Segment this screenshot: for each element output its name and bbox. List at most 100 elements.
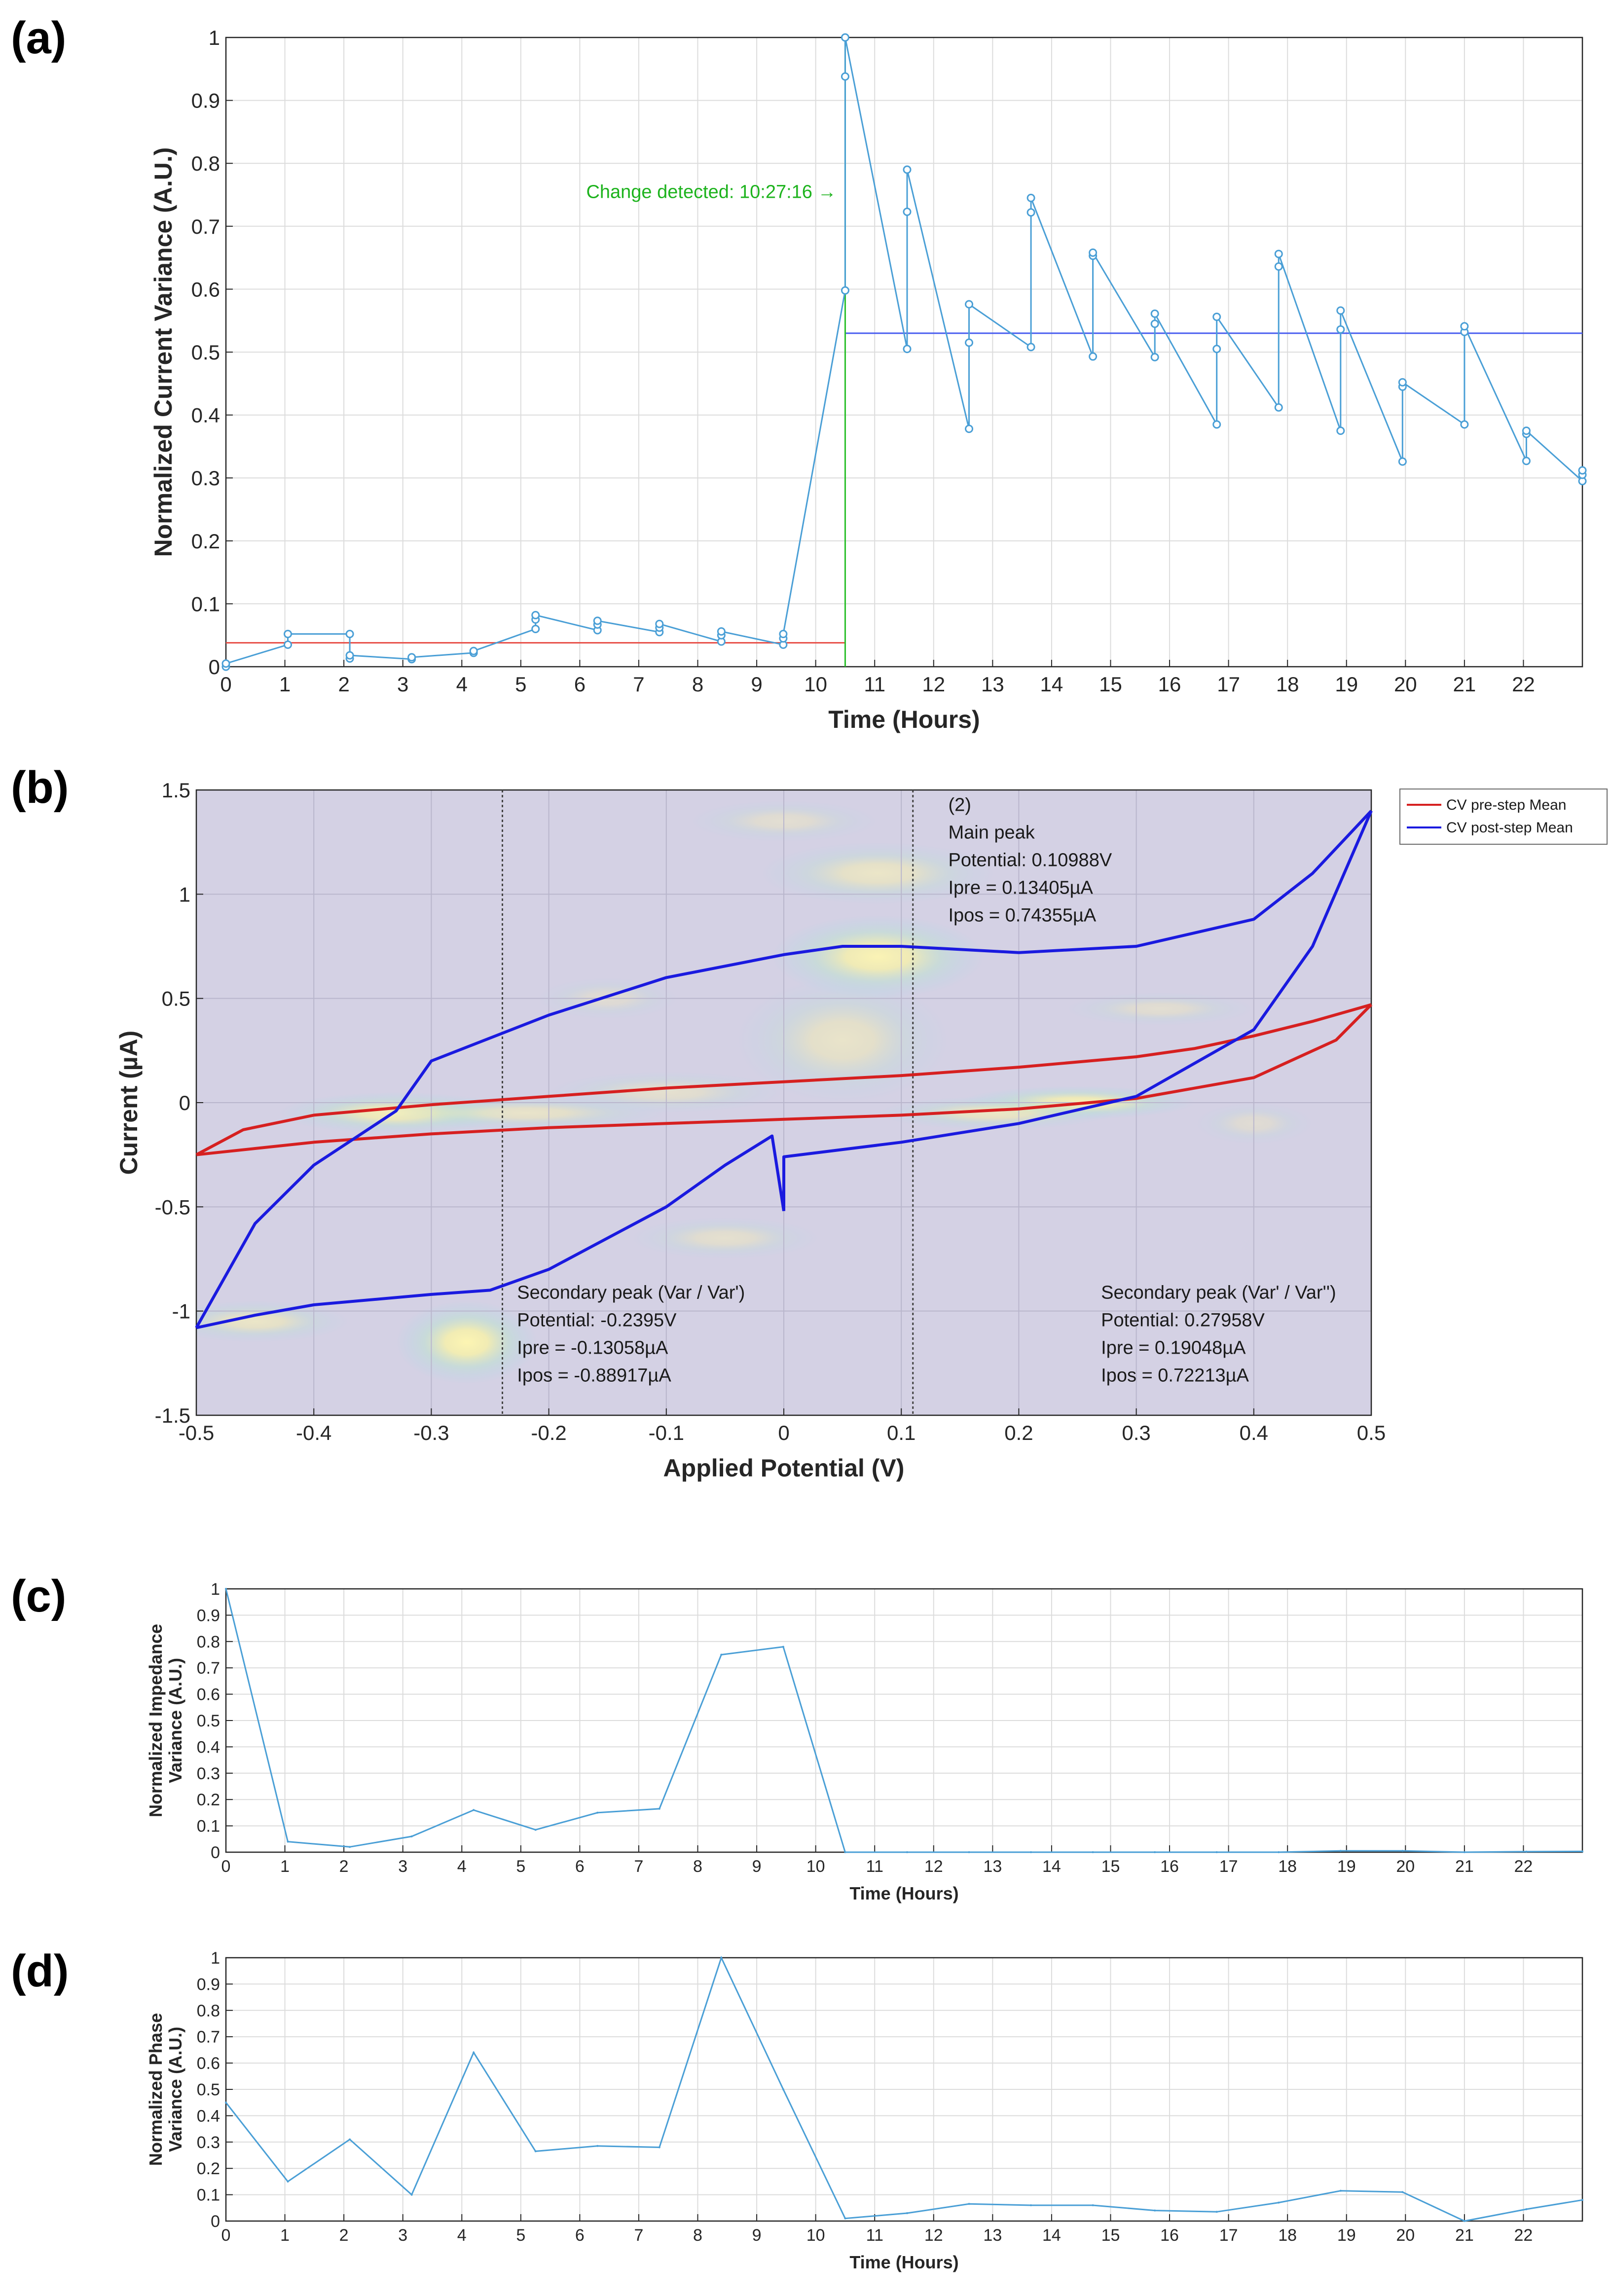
grid [225, 1957, 1582, 2222]
x-tick-label: 10 [804, 673, 827, 696]
y-tick-label: 0.1 [197, 1817, 220, 1836]
data-point [1154, 1851, 1156, 1853]
y-axis-label-line: Normalized Impedance [146, 1624, 166, 1817]
x-tick-label: 22 [1514, 2226, 1533, 2245]
cv-curve [782, 810, 1373, 1211]
y-tick-label: 0.7 [197, 2028, 220, 2046]
y-tick-label: 1 [211, 1580, 220, 1599]
x-tick-label: 2 [338, 673, 349, 696]
data-point [1030, 1851, 1032, 1853]
x-tick-label: 10 [806, 2226, 825, 2245]
data-point [1026, 193, 1035, 202]
data-point [1212, 313, 1221, 322]
data-point [287, 2180, 289, 2183]
x-tick-label: 0 [221, 2226, 231, 2245]
data-point [779, 630, 788, 639]
peak-annotation-line: (2) [948, 794, 971, 815]
heatmap-blob [1065, 992, 1254, 1026]
x-tick-label: 1 [280, 2226, 290, 2245]
y-tick-label: 0.9 [197, 1606, 220, 1625]
data-point [287, 1840, 289, 1843]
cv-curve [196, 1134, 785, 1329]
peak-annotation-line: Secondary peak (Var' / Var'') [1101, 1282, 1336, 1303]
legend-box [1399, 789, 1608, 845]
data-point [349, 1846, 351, 1848]
y-tick-label: 0.8 [197, 1633, 220, 1651]
x-tick-label: 4 [457, 2226, 467, 2245]
y-axis-label-line: Variance (A.U.) [165, 1658, 185, 1783]
legend-label: CV pre-step Mean [1446, 797, 1566, 813]
data-point [1278, 1851, 1280, 1853]
data-point [1463, 2220, 1465, 2222]
x-tick-label: -0.2 [531, 1421, 566, 1444]
y-tick-label: 0.9 [197, 1975, 220, 1994]
y-tick-label: 0.8 [191, 152, 220, 175]
y-tick-label: 0.6 [197, 2054, 220, 2073]
chart-c-impedance-variance: 0 1 2 3 4 5 6 7 8 9 10 11 12 13 14 15 16 17 18 19 20 21 2200.1… [146, 1580, 1583, 1903]
data-point [1463, 1851, 1465, 1853]
data-point [965, 338, 974, 347]
x-tick-label: 12 [924, 1857, 943, 1876]
x-tick-label: 2 [339, 2226, 349, 2245]
x-tick-label: 12 [924, 2226, 943, 2245]
y-tick-label: 0.3 [191, 466, 220, 490]
y-tick-label: 0.2 [197, 1791, 220, 1809]
data-point [782, 2088, 784, 2090]
x-tick-label: 13 [983, 1857, 1002, 1876]
x-tick-label: 22 [1512, 673, 1535, 696]
y-tick-label: 0.6 [191, 278, 220, 301]
x-tick-label: 13 [983, 2226, 1002, 2245]
data-point [1401, 2191, 1404, 2193]
x-tick-label: 16 [1158, 673, 1181, 696]
data-point [407, 653, 416, 662]
data-point [1339, 1850, 1342, 1852]
x-tick-label: 18 [1278, 2226, 1297, 2245]
y-tick-label: 0.5 [197, 2081, 220, 2099]
x-tick-label: -0.4 [296, 1421, 331, 1444]
y-tick-label: 1 [179, 883, 190, 906]
data-point [1150, 353, 1159, 361]
x-tick-label: 14 [1042, 1857, 1061, 1876]
peak-annotation-line: Ipre = 0.19048µA [1101, 1337, 1246, 1358]
data-point [903, 165, 912, 174]
data-point [1215, 1851, 1218, 1853]
data-point [844, 2217, 846, 2220]
x-tick-label: 8 [693, 1857, 702, 1876]
y-tick-label: -0.5 [155, 1195, 190, 1219]
x-tick-label: 11 [864, 673, 885, 696]
peak-annotation-line: Ipre = 0.13405µA [948, 877, 1093, 898]
heatmap-blob [760, 842, 995, 905]
x-tick-label: 18 [1278, 1857, 1297, 1876]
x-tick-label: 3 [398, 1857, 407, 1876]
y-tick-label: 0.1 [197, 2186, 220, 2205]
x-tick-label: 8 [692, 673, 703, 696]
data-point [1398, 378, 1407, 387]
data-point [1525, 2208, 1528, 2210]
data-point [534, 2150, 537, 2152]
y-tick-label: 0.5 [197, 1712, 220, 1730]
y-tick-label: 0.7 [197, 1659, 220, 1678]
y-tick-label: 0 [179, 1091, 190, 1114]
data-point [1274, 403, 1283, 412]
x-tick-label: 18 [1276, 673, 1299, 696]
data-point [1030, 2204, 1032, 2206]
data-point [596, 2145, 599, 2147]
y-tick-label: 0.2 [191, 530, 220, 553]
cv-curve [195, 810, 1373, 1328]
data-point [596, 1811, 599, 1814]
y-tick-label: 0.3 [197, 2133, 220, 2152]
x-axis-label: Time (Hours) [828, 706, 980, 733]
x-tick-label: 17 [1217, 673, 1240, 696]
y-axis-label: Current (µA) [115, 1031, 143, 1175]
data-point [906, 1851, 908, 1853]
y-axis-label-line: Normalized Phase [146, 2013, 166, 2166]
grid [225, 1588, 1582, 1853]
data-point [1026, 208, 1035, 217]
data-point [965, 425, 974, 433]
data-point [221, 659, 230, 668]
data-point [1274, 250, 1283, 258]
y-tick-label: -1.5 [155, 1404, 190, 1427]
data-point [1460, 322, 1469, 331]
data-point [410, 2193, 413, 2196]
x-tick-label: 17 [1219, 2226, 1238, 2245]
